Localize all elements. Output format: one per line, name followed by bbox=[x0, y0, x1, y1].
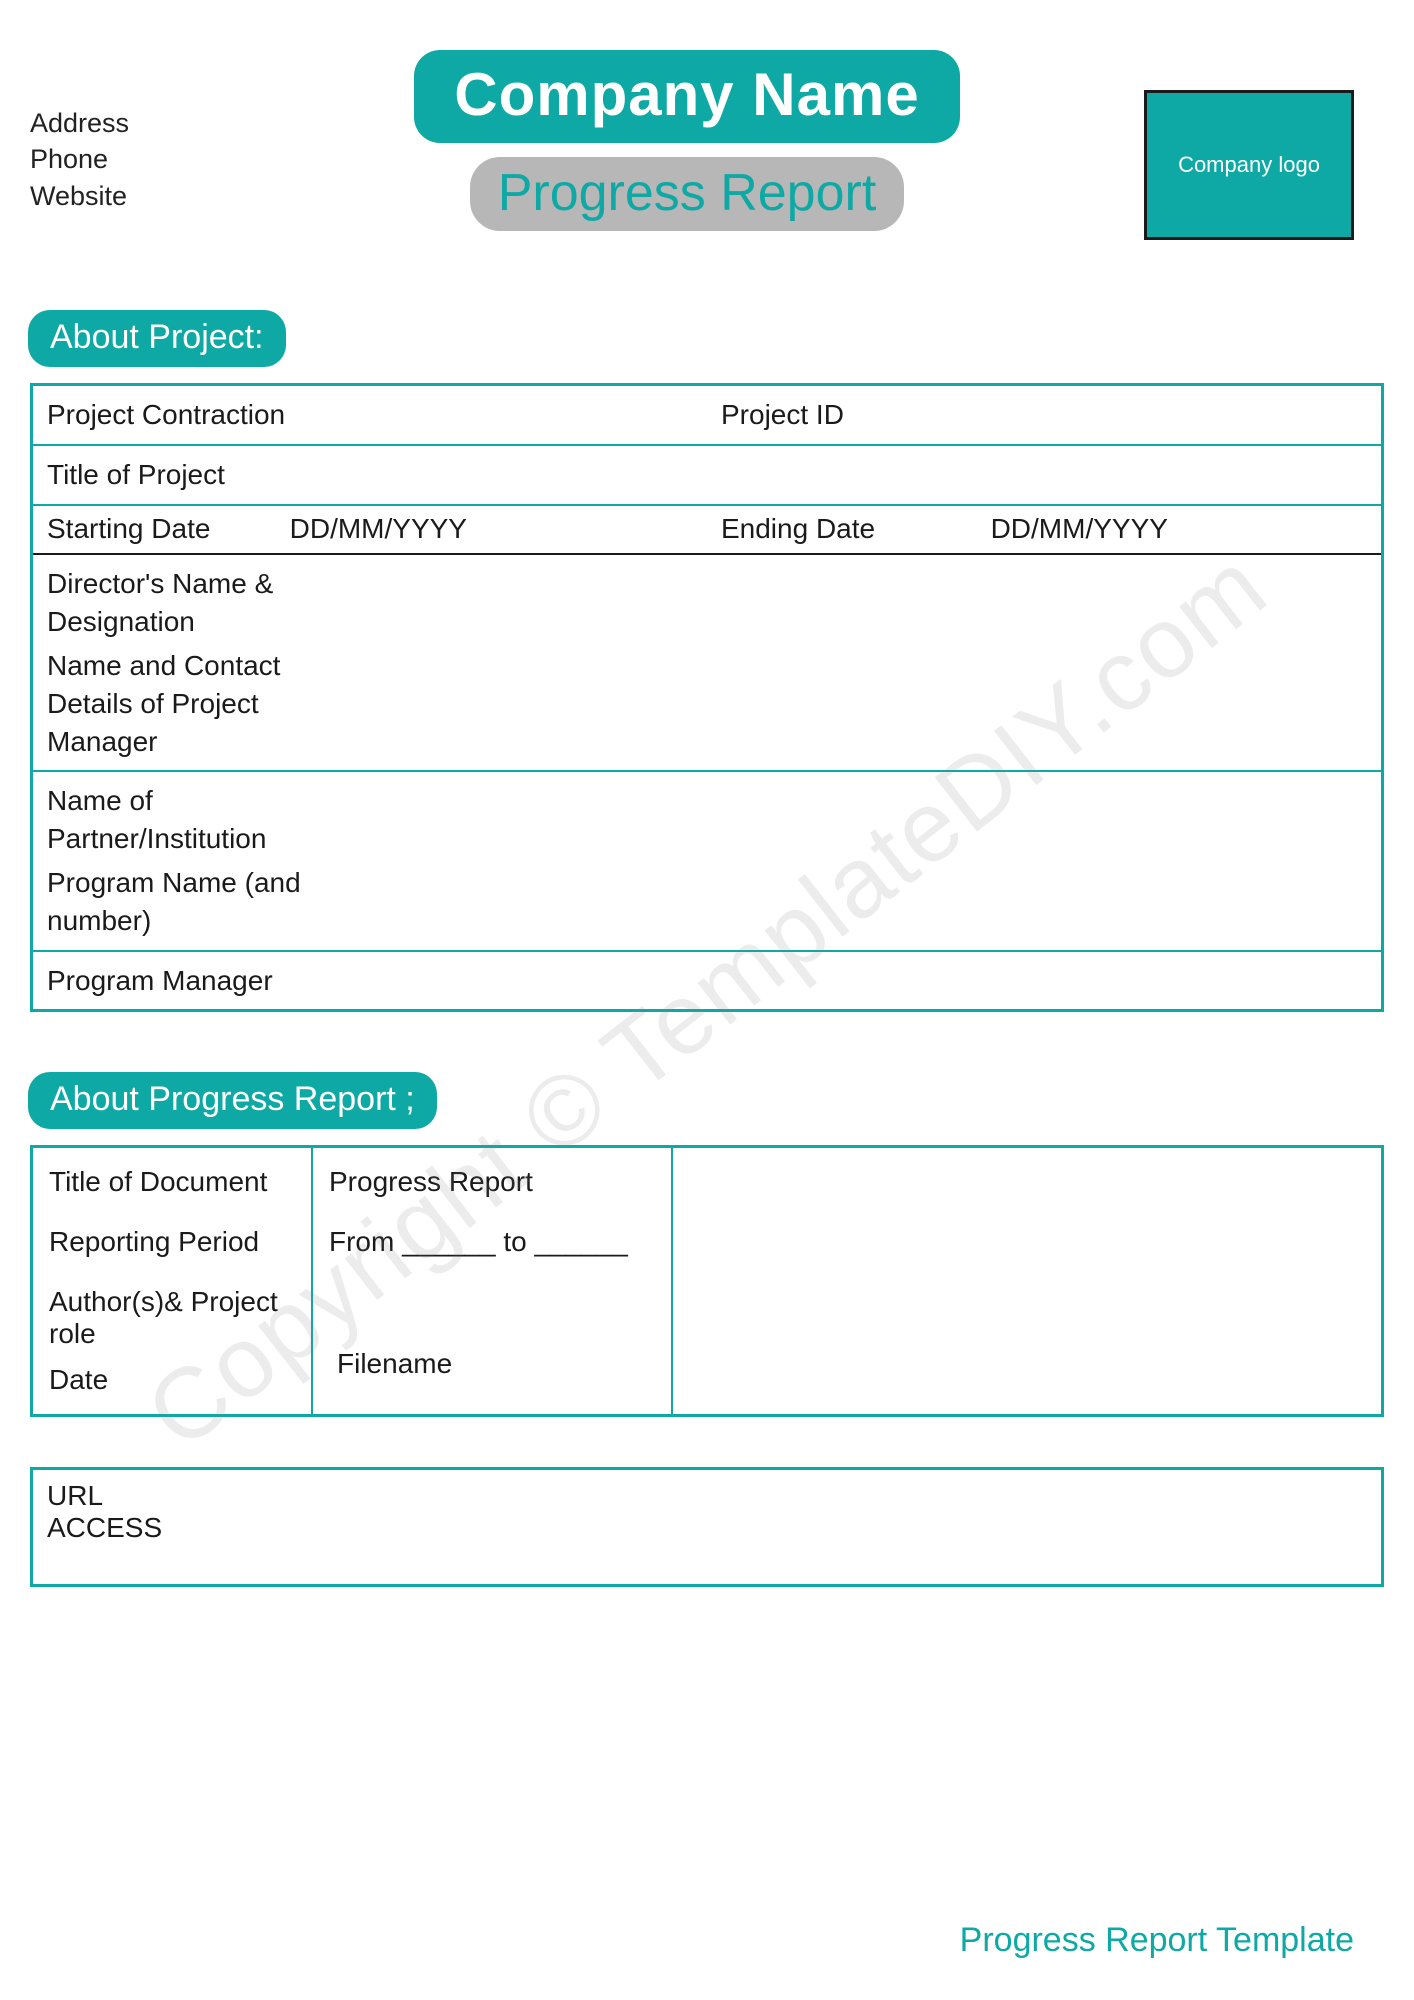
subtitle-badge: Progress Report bbox=[470, 157, 905, 231]
section-about-project-title: About Project: bbox=[28, 310, 286, 367]
title-of-doc-value: Progress Report bbox=[329, 1166, 655, 1198]
phone-label: Phone bbox=[30, 141, 230, 177]
access-label: ACCESS bbox=[47, 1512, 1367, 1544]
starting-date-label: Starting Date bbox=[33, 506, 276, 554]
director-label: Director's Name & Designation bbox=[47, 565, 307, 641]
ending-date-value[interactable]: DD/MM/YYYY bbox=[977, 506, 1381, 554]
about-project-table: Project Contraction Project ID Title of … bbox=[30, 383, 1384, 1012]
url-access-table: URL ACCESS bbox=[30, 1467, 1384, 1587]
starting-date-value[interactable]: DD/MM/YYYY bbox=[276, 506, 707, 554]
project-id-label: Project ID bbox=[707, 386, 1381, 444]
website-label: Website bbox=[30, 178, 230, 214]
header: Address Phone Website Company Name Progr… bbox=[30, 50, 1384, 240]
company-name-badge: Company Name bbox=[414, 50, 959, 143]
logo-text: Company logo bbox=[1178, 151, 1320, 180]
section-about-report-title: About Progress Report ; bbox=[28, 1072, 437, 1129]
reporting-period-value[interactable]: From ______ to ______ bbox=[329, 1226, 655, 1258]
logo-placeholder: Company logo bbox=[1144, 90, 1354, 240]
url-label: URL bbox=[47, 1480, 1367, 1512]
partner-label: Name of Partner/Institution bbox=[47, 782, 307, 858]
title-block: Company Name Progress Report bbox=[230, 50, 1144, 231]
reporting-period-label: Reporting Period bbox=[49, 1226, 295, 1258]
project-contraction-label: Project Contraction bbox=[33, 386, 707, 444]
title-of-doc-label: Title of Document bbox=[49, 1166, 295, 1198]
ending-date-label: Ending Date bbox=[707, 506, 977, 554]
filename-label: Filename bbox=[329, 1348, 655, 1380]
program-manager-label: Program Manager bbox=[33, 952, 1381, 1010]
about-report-table: Title of Document Reporting Period Autho… bbox=[30, 1145, 1384, 1417]
contact-info: Address Phone Website bbox=[30, 50, 230, 214]
address-label: Address bbox=[30, 105, 230, 141]
date-label: Date bbox=[49, 1364, 295, 1396]
title-of-project-label: Title of Project bbox=[33, 446, 1381, 504]
program-name-label: Program Name (and number) bbox=[47, 864, 327, 940]
footer-text: Progress Report Template bbox=[960, 1921, 1354, 1960]
manager-contact-label: Name and Contact Details of Project Mana… bbox=[47, 647, 327, 760]
authors-label: Author(s)& Project role bbox=[49, 1286, 295, 1350]
